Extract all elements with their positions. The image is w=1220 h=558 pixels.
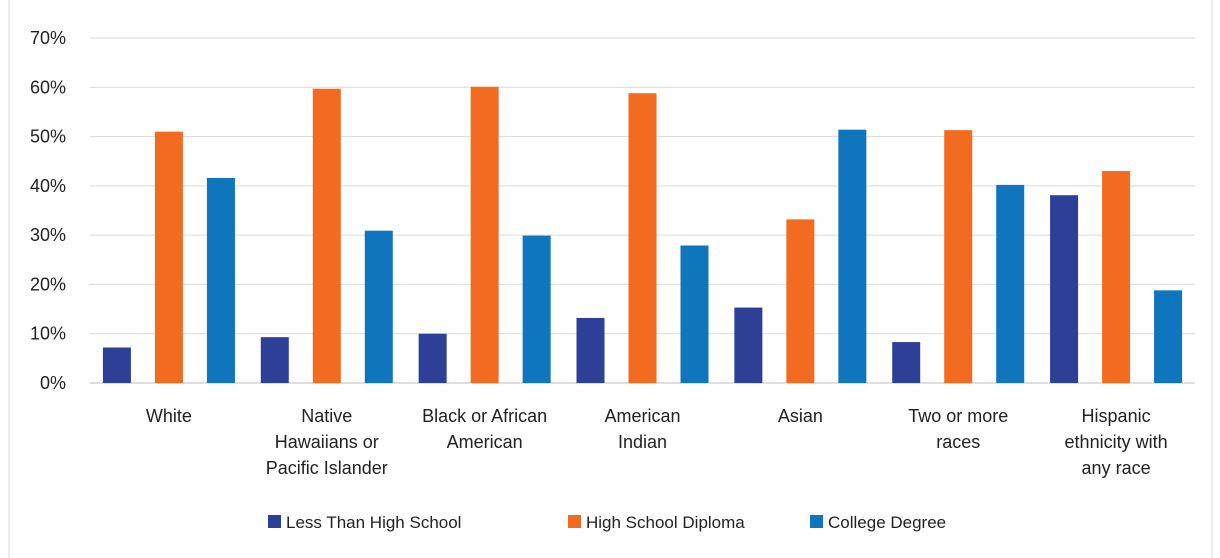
- bar-less-than-high-school: [1050, 195, 1079, 383]
- legend-label: Less Than High School: [286, 513, 461, 532]
- category-label: Two or more: [908, 406, 1008, 426]
- bar-high-school-diploma: [470, 86, 499, 384]
- y-tick-label: 60%: [30, 77, 66, 97]
- category-label: American: [604, 406, 680, 426]
- category-label: Pacific Islander: [266, 458, 388, 478]
- y-tick-label: 0%: [40, 373, 66, 393]
- bar-high-school-diploma: [944, 130, 973, 383]
- y-tick-label: 20%: [30, 274, 66, 294]
- category-label: Hispanic: [1082, 406, 1151, 426]
- category-label: ethnicity with: [1065, 432, 1168, 452]
- bar-high-school-diploma: [312, 88, 341, 383]
- bar-high-school-diploma: [1102, 171, 1131, 383]
- legend-swatch: [268, 515, 281, 528]
- y-tick-label: 40%: [30, 176, 66, 196]
- y-tick-label: 70%: [30, 28, 66, 48]
- legend-swatch: [568, 515, 581, 528]
- category-label: White: [146, 406, 192, 426]
- bar-less-than-high-school: [892, 342, 921, 383]
- bars: [102, 86, 1183, 384]
- bar-less-than-high-school: [260, 337, 289, 383]
- y-axis-ticks: 0% 10% 20% 30% 40% 50% 60% 70%: [30, 28, 66, 393]
- legend-label: College Degree: [828, 513, 946, 532]
- category-label: Hawaiians or: [275, 432, 379, 452]
- bar-college-degree: [206, 177, 235, 383]
- category-label: races: [936, 432, 980, 452]
- bar-college-degree: [522, 235, 551, 383]
- legend-label: High School Diploma: [586, 513, 745, 532]
- bar-less-than-high-school: [102, 347, 131, 383]
- bar-college-degree: [1154, 290, 1183, 383]
- bar-college-degree: [680, 245, 709, 383]
- category-label: Black or African: [422, 406, 547, 426]
- legend-swatch: [810, 515, 823, 528]
- y-tick-label: 10%: [30, 324, 66, 344]
- bar-college-degree: [364, 230, 393, 383]
- category-label: Indian: [618, 432, 667, 452]
- y-tick-label: 30%: [30, 225, 66, 245]
- bar-college-degree: [996, 184, 1025, 383]
- category-label: any race: [1082, 458, 1151, 478]
- bar-less-than-high-school: [418, 333, 447, 383]
- bar-high-school-diploma: [154, 131, 183, 383]
- bar-less-than-high-school: [734, 307, 763, 383]
- category-label: Native: [301, 406, 352, 426]
- legend: Less Than High School High School Diploma…: [268, 513, 946, 532]
- category-label: American: [447, 432, 523, 452]
- category-label: Asian: [778, 406, 823, 426]
- bar-high-school-diploma: [786, 219, 815, 383]
- y-tick-label: 50%: [30, 127, 66, 147]
- x-axis-categories: White Native Hawaiians or Pacific Islander B…: [146, 406, 1168, 478]
- bar-less-than-high-school: [576, 317, 605, 383]
- bar-high-school-diploma: [628, 93, 657, 383]
- bar-college-degree: [838, 129, 867, 383]
